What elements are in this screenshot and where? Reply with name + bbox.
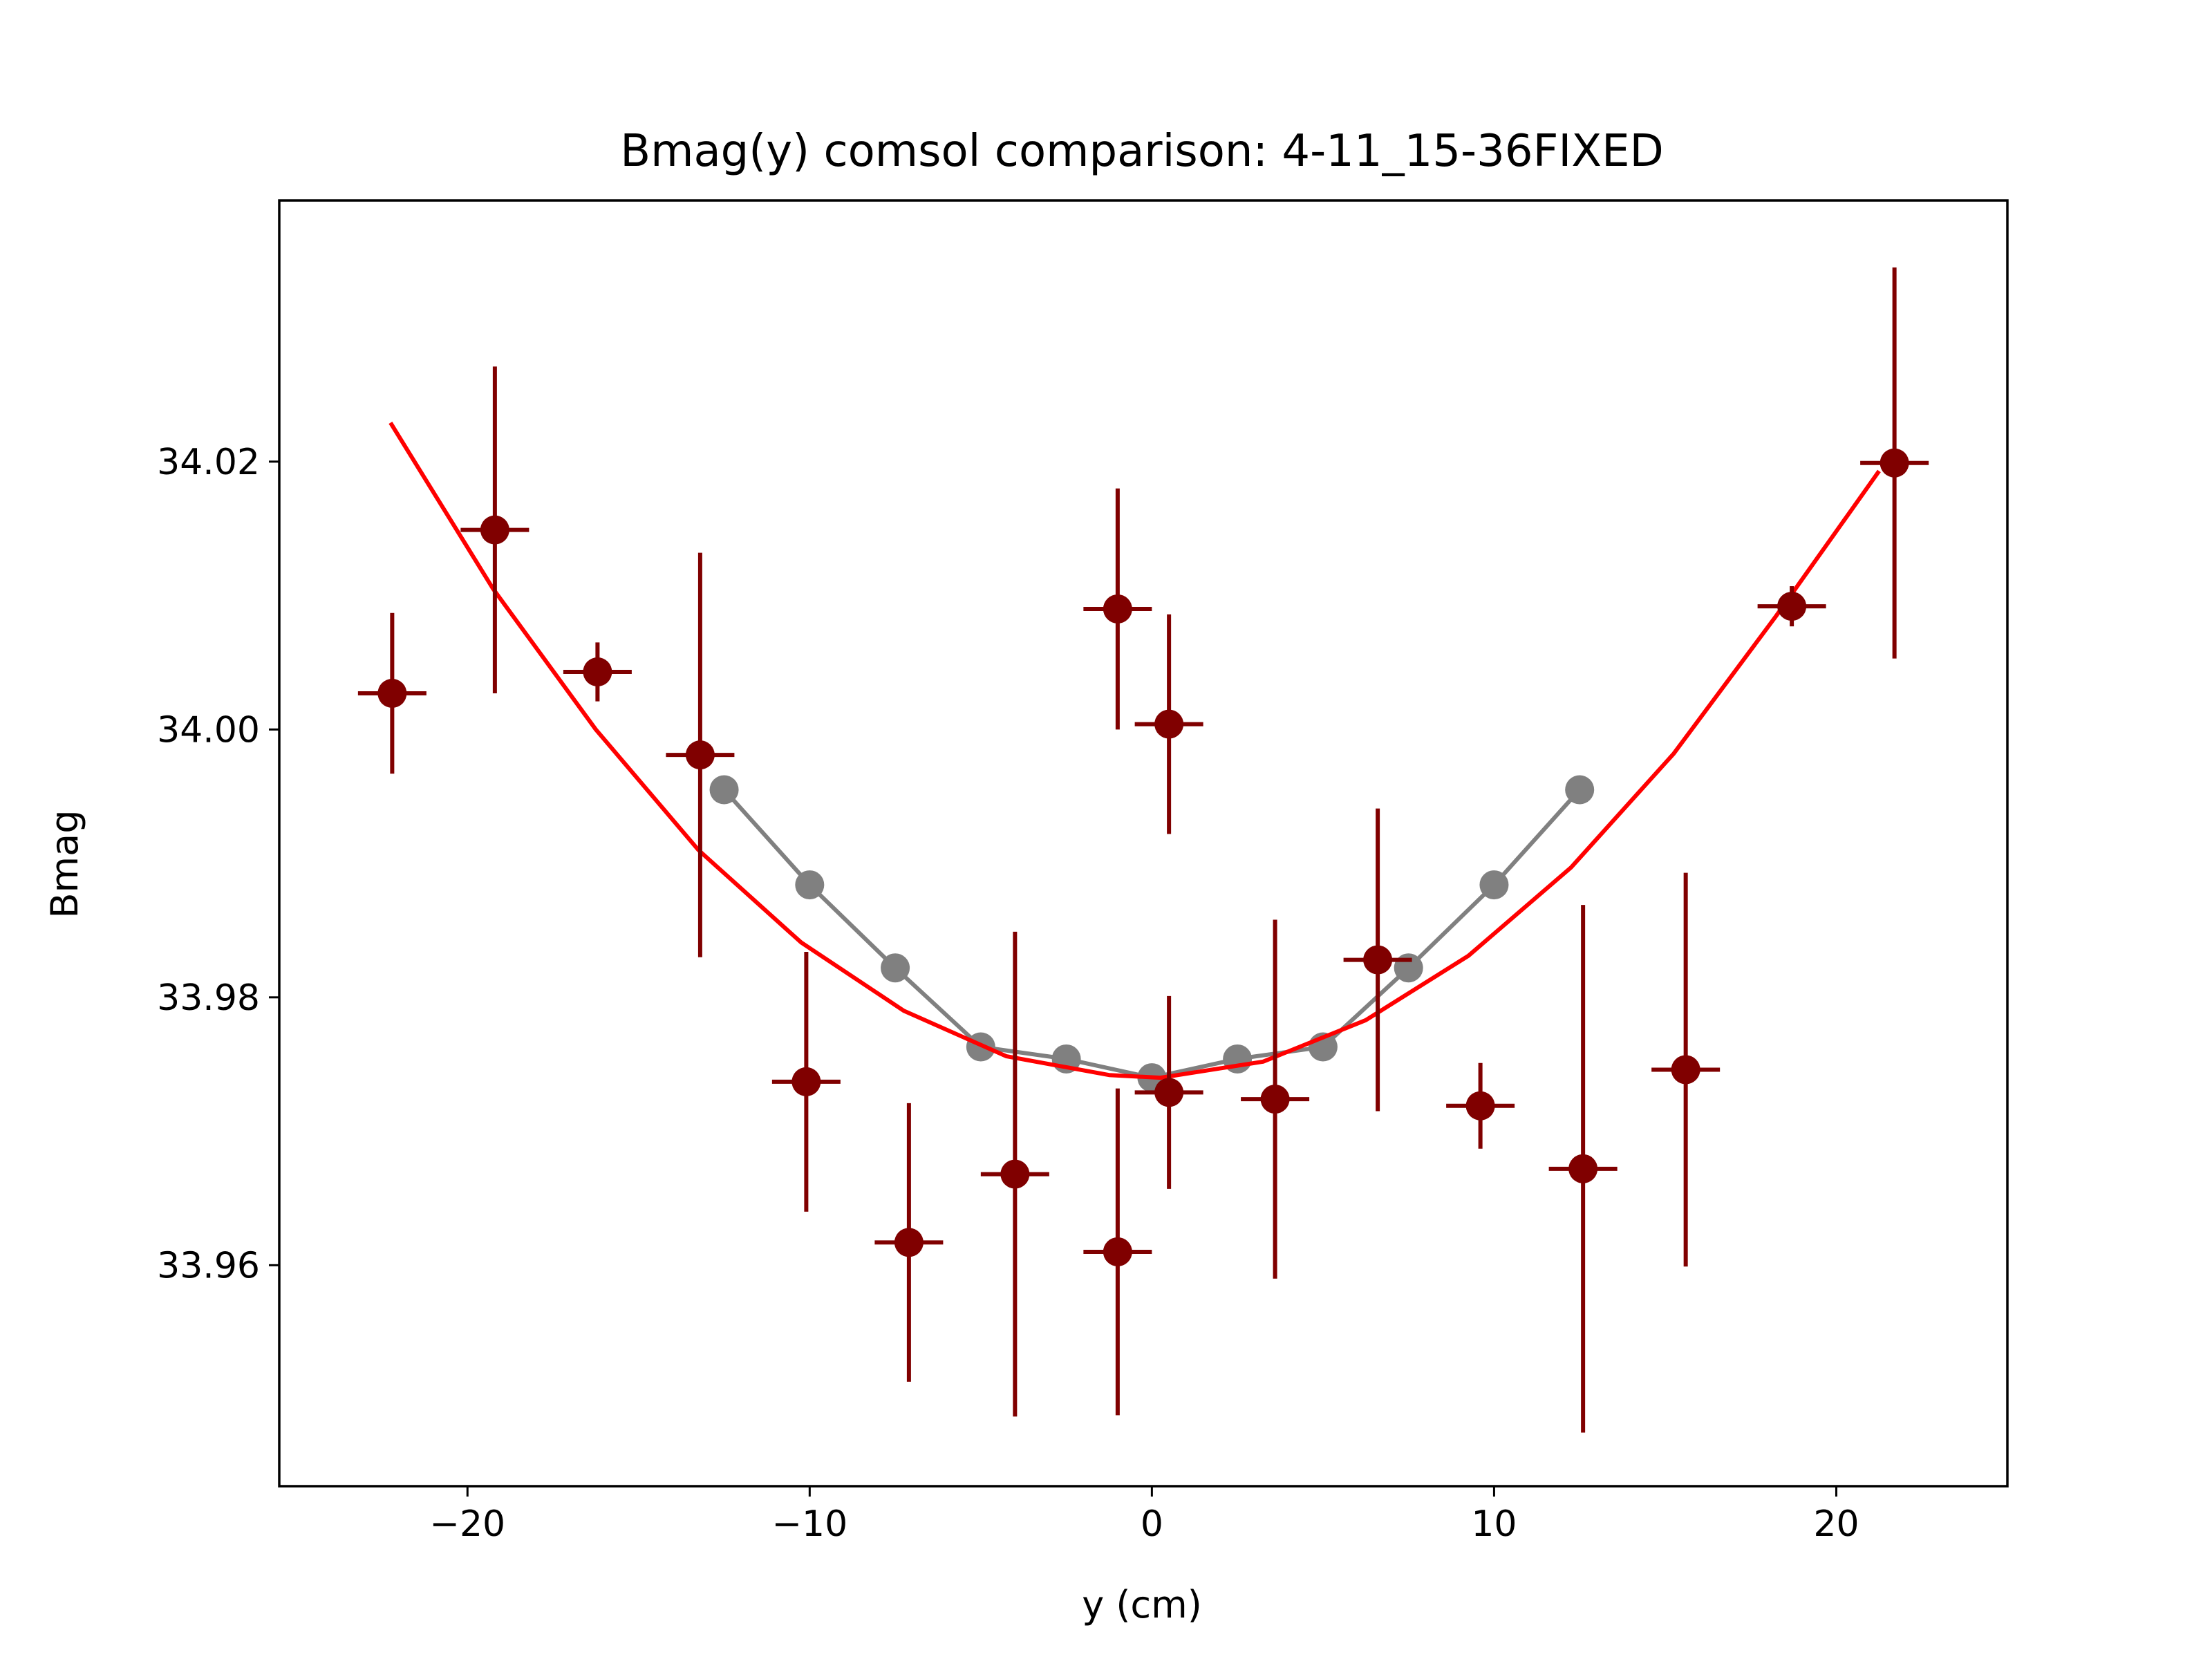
- series-2-point-12: [1568, 1154, 1598, 1183]
- series-2-point-7: [1103, 594, 1132, 624]
- series-2-point-2: [583, 657, 612, 686]
- y-tick-label-3: 34.02: [157, 442, 260, 483]
- series-3-point-0: [1103, 1237, 1132, 1266]
- y-tick-label-1: 33.98: [157, 977, 260, 1019]
- y-tick-label-2: 34.00: [157, 709, 260, 751]
- series-2-point-11: [1465, 1091, 1495, 1121]
- series-0-point-9: [1479, 870, 1509, 900]
- series-0-point-0: [709, 775, 739, 805]
- series-2-point-8: [1154, 709, 1184, 739]
- series-1-line: [388, 422, 1881, 1080]
- series-0-point-8: [1394, 953, 1423, 983]
- series-2-point-5: [894, 1228, 924, 1257]
- axes: −20 −10 0 10 20 33.96 33.98 34.00 34.02: [157, 199, 2009, 1545]
- series-2-point-6: [1000, 1159, 1030, 1189]
- y-tick-label-0: 33.96: [157, 1245, 260, 1286]
- series-0-point-2: [881, 953, 910, 983]
- series-2-point-1: [480, 515, 509, 545]
- series-2-point-0: [377, 679, 407, 708]
- x-tick-label-3: 10: [1471, 1503, 1517, 1545]
- x-tick-label-2: 0: [1141, 1503, 1163, 1545]
- series-2-point-13: [1671, 1055, 1700, 1085]
- series-2-point-9: [1260, 1085, 1290, 1114]
- x-tick-label-0: −20: [429, 1503, 505, 1545]
- series-2-point-4: [791, 1067, 821, 1096]
- x-axis-label: y (cm): [1082, 1583, 1202, 1627]
- series-3-point-1: [1154, 1078, 1184, 1107]
- series-2-point-3: [685, 740, 715, 770]
- x-tick-label-4: 20: [1813, 1503, 1859, 1545]
- series-0-point-10: [1565, 775, 1595, 805]
- x-tick-label-1: −10: [771, 1503, 847, 1545]
- series-2-point-10: [1363, 945, 1393, 975]
- plot-frame: [278, 199, 2009, 1488]
- chart-title: Bmag(y) comsol comparison: 4-11_15-36FIX…: [620, 126, 1664, 177]
- series-2-point-14: [1777, 592, 1807, 621]
- series-0-point-1: [795, 870, 825, 900]
- y-axis-label: Bmag: [43, 809, 86, 918]
- plot-area: [357, 267, 1929, 1433]
- series-2-point-15: [1880, 448, 1909, 478]
